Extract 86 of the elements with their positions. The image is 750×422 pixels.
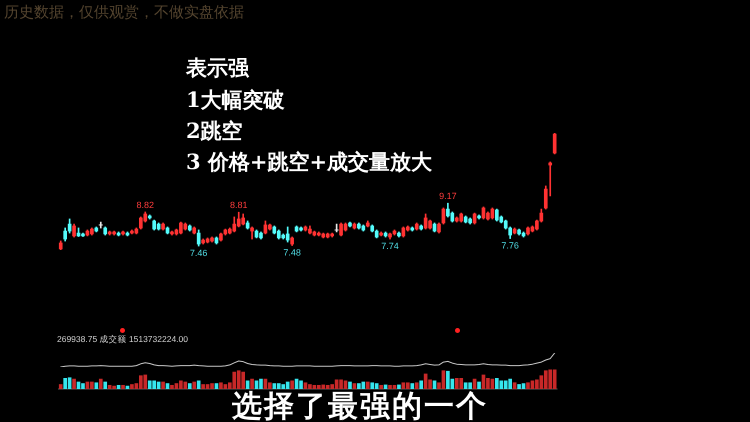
annotation: 3 价格+跳空+成交量放大 [186,149,432,174]
bar [374,383,379,389]
bar [126,386,130,389]
text: 1大幅突破 [186,87,285,112]
bar [472,378,476,389]
bar [188,383,192,389]
text: 表示强 [186,55,249,80]
text: 7.76 [501,240,519,251]
bar [370,382,374,389]
bar [544,370,548,389]
bar [94,382,98,389]
bar [286,382,290,389]
bar [410,383,414,389]
bar [357,383,361,389]
bar [326,384,330,389]
bar [464,382,468,389]
bar [196,380,201,389]
bar [219,382,223,389]
bar [432,380,436,389]
bar [459,378,464,389]
bar [156,382,160,389]
bar [214,383,218,389]
bar [348,382,352,389]
bar [112,386,116,389]
bar [236,370,241,389]
bar [58,384,63,389]
bar [103,382,108,389]
bar [419,380,424,389]
bar [152,380,156,389]
bar [321,384,326,389]
text: 历史数据，仅供观赏，不做实盘依据 [4,3,244,21]
bar [477,382,481,389]
bar [316,384,321,389]
bar [384,384,388,389]
bar [272,383,276,389]
bar [290,380,294,389]
text: 8.82 [136,200,154,210]
bar [504,380,508,389]
bar [143,374,148,389]
bar [108,384,112,389]
text: 8.81 [230,200,248,210]
text: 7.74 [381,240,399,251]
text: 7.46 [190,248,208,258]
bar [121,384,125,389]
bar [512,382,516,389]
bar [250,378,254,389]
bar [192,382,196,389]
annotation: 选择了最强的一个 [232,389,488,422]
bar [446,370,450,389]
bar [183,382,188,389]
bar [361,382,366,389]
text: 7.48 [283,248,301,258]
bar [366,382,370,389]
bar [379,384,383,389]
bar [63,378,68,389]
bar [232,372,236,389]
bar [402,382,406,389]
bar [494,378,499,389]
bar [414,382,419,389]
text: 269938.75 成交额 1513732224.00 [57,334,188,344]
bar [98,378,103,389]
bar [264,378,268,389]
text: 9.17 [439,191,457,202]
bar [86,382,90,389]
bar [468,382,472,389]
bar [241,372,246,389]
bar [148,380,152,389]
bar [548,370,552,389]
bar [406,382,410,389]
bar [281,384,286,389]
bar [130,384,134,389]
bar [166,383,170,389]
bar [499,380,504,389]
bar [72,378,76,389]
bar [352,383,356,389]
bar [454,378,459,389]
bar [116,384,120,389]
bar [68,377,72,389]
bar [138,375,143,389]
bar [161,382,165,389]
bar [397,384,401,389]
annotation: 2跳空 [186,118,243,143]
bar [508,378,512,389]
bar [552,370,557,389]
bar [276,383,281,389]
bar [246,380,250,389]
